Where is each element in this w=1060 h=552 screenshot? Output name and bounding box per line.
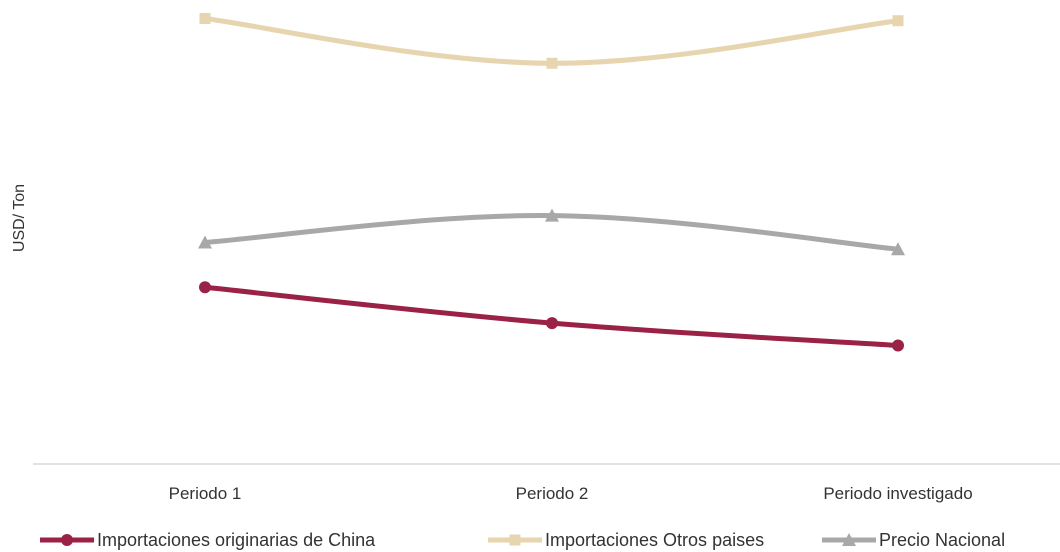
series-0 — [199, 281, 904, 352]
x-tick-label-1: Periodo 2 — [516, 484, 589, 503]
legend-swatch-marker-2 — [842, 533, 856, 546]
data-point-0-1 — [546, 317, 558, 330]
x-tick-label-2: Periodo investigado — [823, 484, 972, 503]
data-point-1-0 — [199, 12, 211, 24]
x-tick-labels: Periodo 1 Periodo 2 Periodo investigado — [169, 484, 973, 503]
legend-label-1: Importaciones Otros paises — [545, 530, 764, 550]
x-tick-label-0: Periodo 1 — [169, 484, 242, 503]
legend-swatch-marker-1 — [509, 534, 521, 546]
legend-label-0: Importaciones originarias de China — [97, 530, 376, 550]
legend: Importaciones originarias de China Import… — [40, 530, 1005, 550]
legend-label-2: Precio Nacional — [879, 530, 1005, 550]
y-axis-title: USD/ Ton — [11, 184, 28, 252]
data-point-0-0 — [199, 281, 211, 294]
data-point-2-1 — [545, 208, 559, 222]
legend-item-0: Importaciones originarias de China — [40, 530, 376, 550]
series-1 — [199, 12, 904, 69]
data-point-2-2 — [891, 242, 905, 256]
series-layer — [198, 12, 905, 352]
legend-item-2: Precio Nacional — [822, 530, 1005, 550]
data-point-2-0 — [198, 235, 212, 249]
data-point-1-2 — [892, 15, 904, 27]
data-point-1-1 — [546, 57, 558, 69]
series-line-0 — [202, 284, 901, 349]
legend-item-1: Importaciones Otros paises — [488, 530, 764, 550]
data-point-0-2 — [892, 339, 904, 352]
series-line-1 — [202, 15, 901, 66]
series-2 — [198, 208, 905, 256]
legend-swatch-marker-0 — [61, 534, 73, 546]
